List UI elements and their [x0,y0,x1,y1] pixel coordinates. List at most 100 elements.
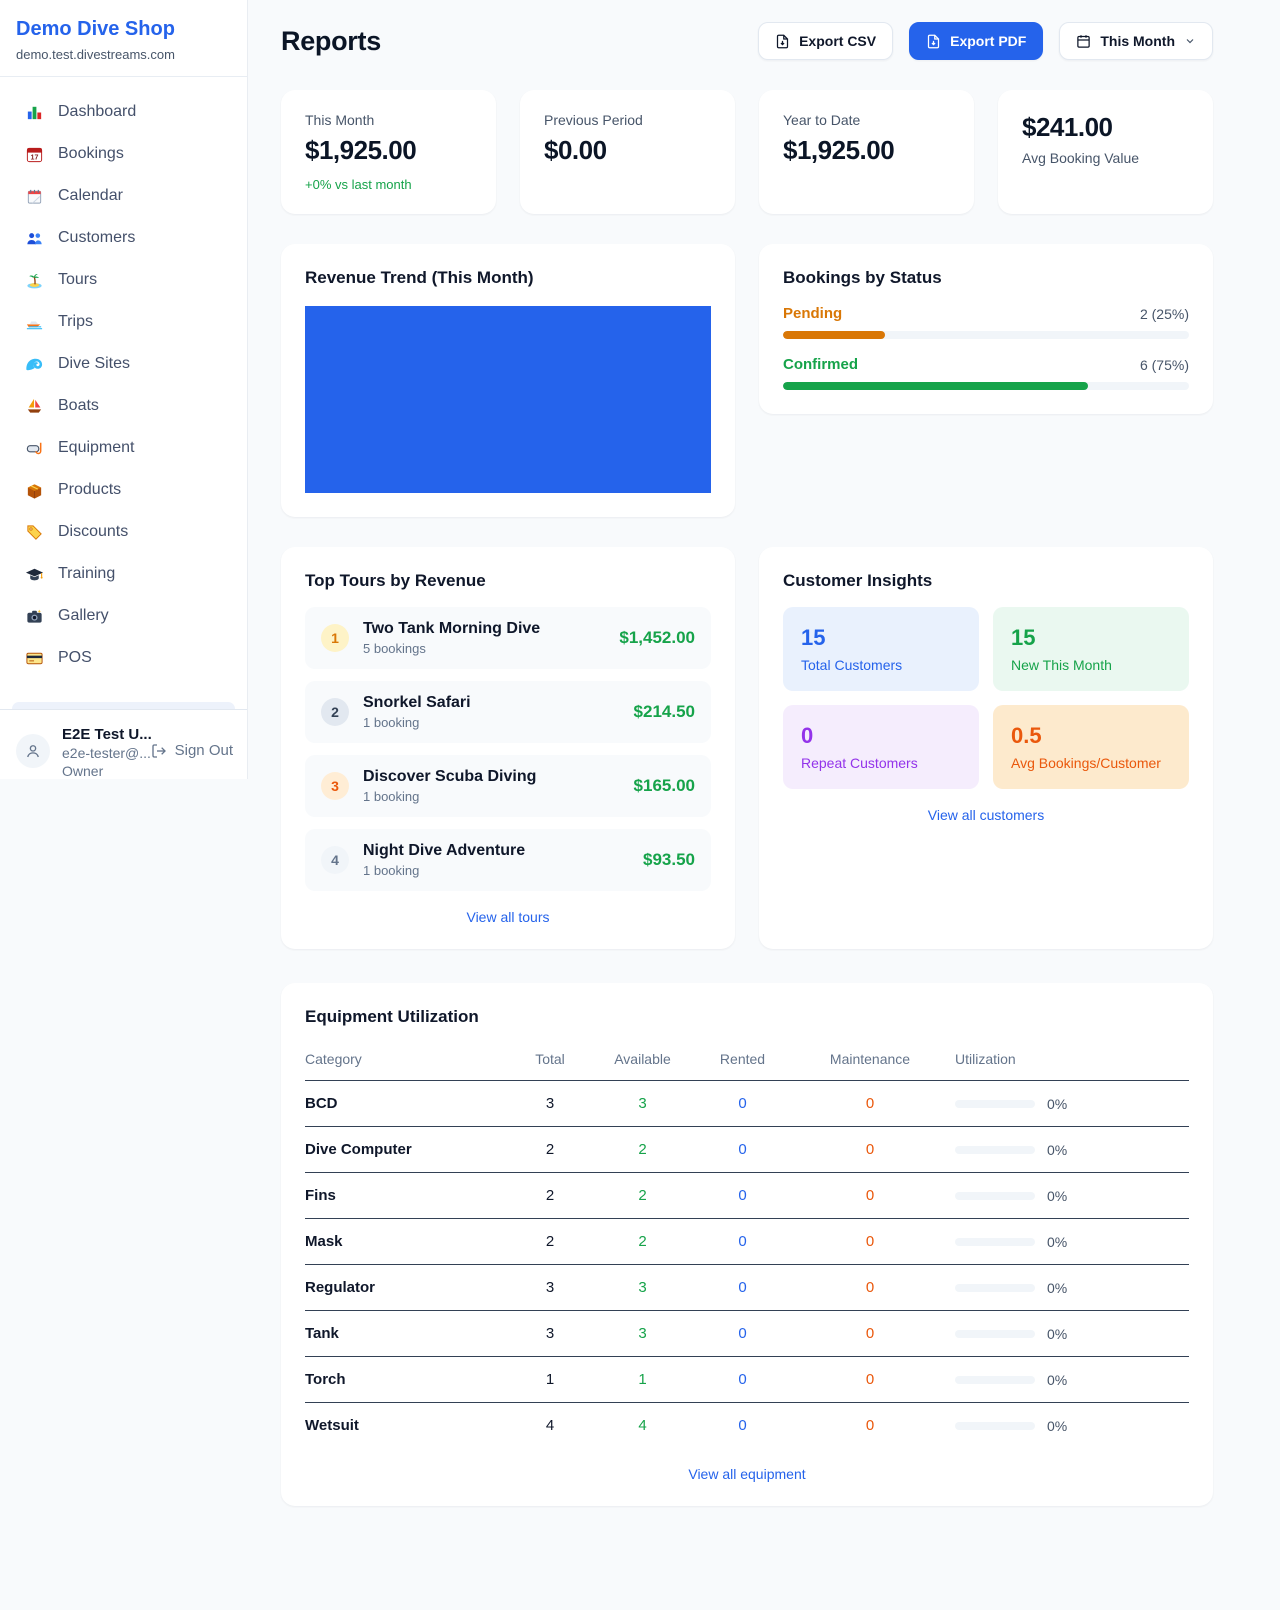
sidebar-item-label: Trips [58,313,93,330]
available-cell: 3 [595,1310,690,1357]
sidebar-nav: Dashboard 17 Bookings Calendar Customers Tour… [0,77,247,702]
spiral-calendar-icon [24,186,44,206]
category-cell: Fins [305,1172,505,1219]
sidebar-item-boats[interactable]: Boats [12,385,235,427]
sidebar-item-bookings[interactable]: 17 Bookings [12,133,235,175]
equipment-row-bcd: BCD 3 3 0 0 0% [305,1080,1189,1127]
status-row-confirmed: Confirmed 6 (75%) [783,356,1189,390]
tour-row-snorkel-safari: 2 Snorkel Safari 1 booking $214.50 [305,681,711,743]
insight-tile-repeat-customers: 0 Repeat Customers [783,705,979,789]
utilization-percent: 0% [1047,1187,1068,1204]
utilization-bar [955,1421,1035,1430]
equipment-utilization-title: Equipment Utilization [305,1007,479,1026]
sailboat-icon [24,396,44,416]
insight-value: 0 [801,723,814,748]
sidebar-item-training[interactable]: Training [12,553,235,595]
sidebar-item-dashboard[interactable]: Dashboard [12,91,235,133]
status-label: Confirmed [783,356,858,373]
total-cell: 1 [505,1356,595,1403]
insight-value: 0.5 [1011,723,1042,748]
rented-cell: 0 [690,1126,795,1173]
svg-text:17: 17 [30,153,38,161]
view-all-tours-link[interactable]: View all tours [466,909,550,925]
bookings-by-status-title: Bookings by Status [783,268,942,287]
rented-cell: 0 [690,1264,795,1311]
tour-bookings: 1 booking [363,789,420,804]
stat-card-avg-booking-value: $241.00 Avg Booking Value [998,90,1213,214]
sidebar-item-pos[interactable]: POS [12,637,235,679]
sidebar-item-discounts[interactable]: Discounts [12,511,235,553]
sidebar-item-label: Calendar [58,187,123,204]
sidebar-panel: Demo Dive Shop demo.test.divestreams.com… [0,0,248,779]
sidebar-item-products[interactable]: Products [12,469,235,511]
tour-revenue: $1,452.00 [619,628,695,647]
tour-rows: 1 Two Tank Morning Dive 5 bookings $1,452.0… [305,607,711,891]
period-label: This Month [1100,33,1175,49]
avatar [16,734,50,768]
sidebar-item-label: POS [58,649,92,666]
stat-card-this-month: This Month $1,925.00 +0% vs last month [281,90,496,214]
app-title: Demo Dive Shop [16,18,175,40]
tag-icon [24,522,44,542]
sidebar-item-gallery[interactable]: Gallery [12,595,235,637]
maintenance-cell: 0 [865,1417,875,1434]
customer-insights-card: Customer Insights 15 Total Customers 15 New… [759,547,1213,949]
utilization-cell: 0% [945,1142,1189,1158]
rented-cell: 0 [690,1080,795,1127]
period-dropdown[interactable]: This Month [1059,22,1213,60]
sidebar-item-dive-sites[interactable]: Dive Sites [12,343,235,385]
status-bar [783,331,1189,339]
tour-row-night-dive-adventure: 4 Night Dive Adventure 1 booking $93.50 [305,829,711,891]
stat-cards: This Month $1,925.00 +0% vs last month Prev… [281,90,1213,214]
export-csv-button[interactable]: Export CSV [758,22,894,60]
export-pdf-label: Export PDF [950,33,1027,49]
sign-out-button[interactable]: Sign Out [151,742,233,759]
category-cell: Dive Computer [305,1126,505,1173]
view-all-customers-link[interactable]: View all customers [927,807,1045,823]
sidebar-item-customers[interactable]: Customers [12,217,235,259]
sidebar-item-calendar[interactable]: Calendar [12,175,235,217]
utilization-percent: 0% [1047,1233,1068,1250]
island-icon [24,270,44,290]
tour-row-discover-scuba-diving: 3 Discover Scuba Diving 1 booking $165.00 [305,755,711,817]
tour-bookings: 1 booking [363,863,420,878]
sidebar-item-label: Training [58,565,116,582]
equipment-row-tank: Tank 3 3 0 0 0% [305,1310,1189,1357]
stat-label: Year to Date [783,112,861,128]
insight-value: 15 [1011,625,1036,650]
insight-label: Total Customers [801,657,903,673]
stat-label: Avg Booking Value [1022,150,1140,166]
utilization-cell: 0% [945,1280,1189,1296]
sidebar-item-equipment[interactable]: Equipment [12,427,235,469]
insight-tile-total-customers: 15 Total Customers [783,607,979,691]
sidebar-item-label: Tours [58,271,98,288]
utilization-cell: 0% [945,1418,1189,1434]
sidebar-item-label: Gallery [58,607,109,624]
sidebar-item-tours[interactable]: Tours [12,259,235,301]
sidebar-item-trips[interactable]: Trips [12,301,235,343]
maintenance-cell: 0 [795,1218,945,1265]
rented-cell: 0 [738,1417,747,1434]
column-header-maintenance: Maintenance [795,1041,945,1081]
stat-label: This Month [305,112,375,128]
rented-cell: 0 [690,1356,795,1403]
utilization-bar [955,1375,1035,1384]
equipment-row-fins: Fins 2 2 0 0 0% [305,1172,1189,1219]
export-pdf-button[interactable]: Export PDF [909,22,1044,60]
rank-badge: 1 [321,624,349,652]
status-bar [783,382,1189,390]
category-cell: Mask [305,1218,505,1265]
category-cell: Wetsuit [305,1417,359,1434]
view-all-equipment-link[interactable]: View all equipment [688,1466,806,1482]
revenue-trend-chart [305,306,711,493]
sidebar-item-label: Products [58,481,122,498]
utilization-cell: 0% [945,1096,1189,1112]
category-cell: Tank [305,1310,505,1357]
maintenance-cell: 0 [795,1172,945,1219]
sidebar-item-label: Bookings [58,145,124,162]
credit-card-icon [24,648,44,668]
sidebar-item-reports-partial[interactable] [12,702,235,709]
rank-badge: 3 [321,772,349,800]
utilization-cell: 0% [945,1234,1189,1250]
tour-row-two-tank-morning-dive: 1 Two Tank Morning Dive 5 bookings $1,452.0… [305,607,711,669]
